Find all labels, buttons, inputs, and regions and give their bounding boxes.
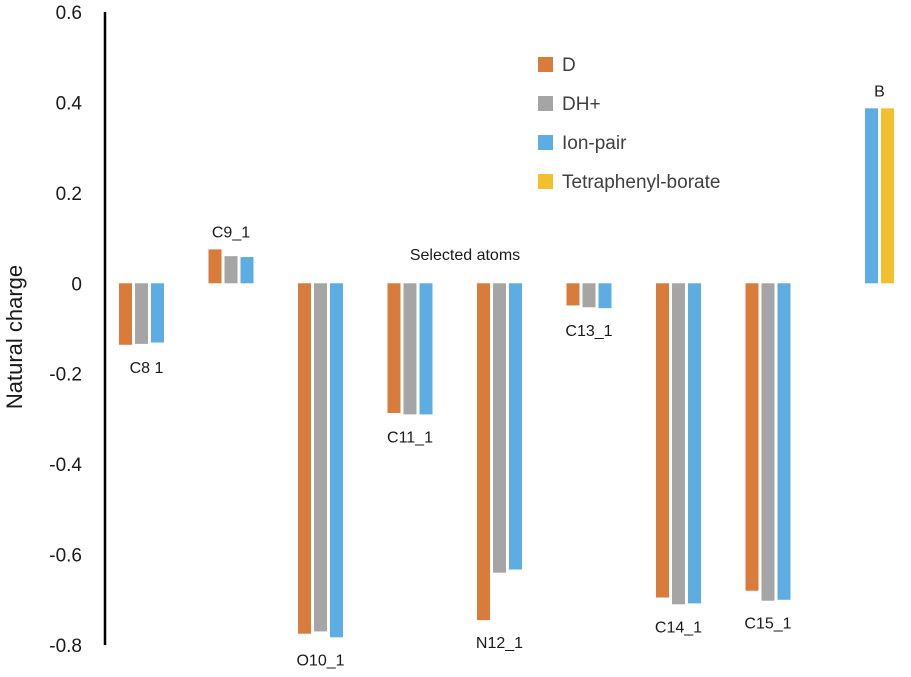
y-tick-label: -0.6 [49,546,82,567]
category-label-c13_1: C13_1 [565,323,612,340]
legend-label: Ion-pair [562,133,627,154]
legend-label: DH+ [562,94,601,115]
y-tick-label: -0.2 [49,365,82,386]
bar-N12_1-ion-pair [509,283,522,570]
bar-C8_1-dh- [135,283,148,344]
bar-C9_1-d [208,249,222,284]
bar-O10_1-d [298,283,311,634]
bar-C13_1-dh- [582,283,596,308]
y-tick-label: 0.2 [56,184,82,205]
bar-C11_1-ion-pair [419,283,433,415]
category-label-b: B [874,83,885,100]
legend-swatch [538,135,553,150]
bar-O10_1-ion-pair [330,283,343,638]
category-label-c14_1: C14_1 [655,619,702,636]
bar-C14_1-d [656,283,669,598]
y-tick-label: 0 [71,274,82,295]
category-label-c8_1: C8 1 [130,360,164,377]
category-label-c11_1: C11_1 [387,429,433,446]
bar-C13_1-ion-pair [598,283,612,309]
y-axis: 0.6 0.4 0.2 0 -0.2 -0.4 -0.6 -0.8 [49,3,107,657]
bar-N12_1-dh- [493,283,506,573]
category-labels: C8 1 C9_1 O10_1 C11_1 N12_1 C13_1 C14_1 C15_1 B [130,83,885,669]
bars [119,108,894,638]
bar-C9_1-ion-pair [240,257,254,284]
legend-swatch [538,174,553,189]
legend-label: D [562,55,576,76]
y-axis-title: Natural charge [2,265,27,409]
bar-C14_1-ion-pair [688,283,701,604]
bar-O10_1-dh- [314,283,327,632]
category-label-o10_1: O10_1 [296,652,344,669]
legend-swatch [538,57,553,72]
bar-C8_1-d [119,283,132,345]
legend-item-ion-pair: Ion-pair [538,133,627,154]
legend-item-dh-: DH+ [538,94,601,115]
category-label-c15_1: C15_1 [744,616,791,633]
legend-label: Tetraphenyl-borate [562,172,720,193]
category-label-c9_1: C9_1 [212,224,250,241]
y-tick-label: 0.4 [56,93,83,114]
y-tick-label: -0.4 [49,455,82,476]
bar-C8_1-ion-pair [151,283,164,343]
bar-C15_1-dh- [761,283,775,601]
bar-C13_1-d [566,283,580,306]
bar-N12_1-d [477,283,490,621]
bar-C11_1-dh- [403,283,417,415]
bar-B-ion-pair [865,108,878,284]
bar-C11_1-d [387,283,401,414]
bar-C15_1-ion-pair [777,283,791,600]
legend-item-tetraphenyl-borate: Tetraphenyl-borate [538,172,720,193]
y-tick-label: -0.8 [49,636,82,657]
legend-swatch [538,96,553,111]
bar-C14_1-dh- [672,283,685,605]
y-tick-label: 0.6 [56,3,82,24]
bar-C15_1-d [745,283,759,591]
legend-item-d: D [538,55,576,76]
bar-B-tetraphenyl-borate [881,108,894,284]
legend: D DH+ Ion-pair Tetraphenyl-borate [538,55,720,193]
category-label-n12_1: N12_1 [476,635,523,652]
x-axis-title: Selected atoms [410,247,520,264]
bar-C9_1-dh- [224,256,238,284]
